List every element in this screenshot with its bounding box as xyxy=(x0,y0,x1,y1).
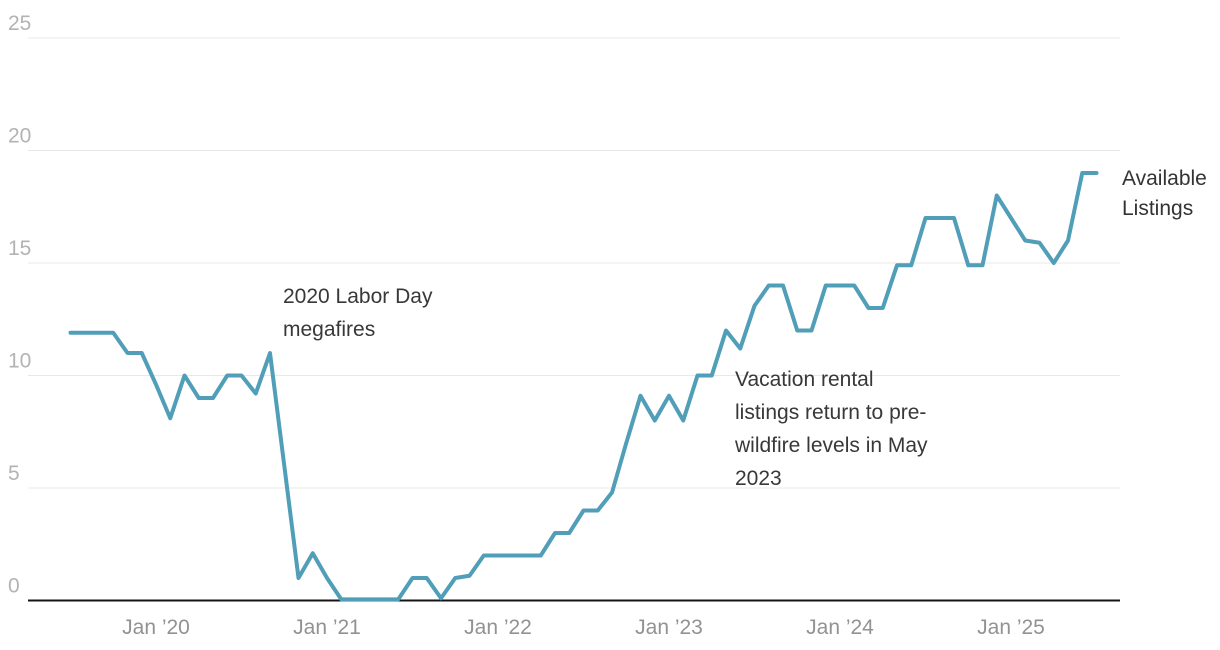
x-tick-label: Jan ’24 xyxy=(806,616,874,639)
x-tick-label: Jan ’21 xyxy=(293,616,361,639)
x-tick-label: Jan ’23 xyxy=(635,616,703,639)
x-tick-label: Jan ’22 xyxy=(464,616,532,639)
y-tick-label: 10 xyxy=(8,350,31,373)
y-tick-label: 15 xyxy=(8,237,31,260)
y-tick-label: 20 xyxy=(8,125,31,148)
available-listings-line xyxy=(68,171,1099,602)
x-tick-label: Jan ’20 xyxy=(122,616,190,639)
y-tick-label: 5 xyxy=(8,462,20,485)
x-tick-label: Jan ’25 xyxy=(977,616,1045,639)
y-tick-label: 0 xyxy=(8,575,20,598)
y-tick-label: 25 xyxy=(8,12,31,35)
